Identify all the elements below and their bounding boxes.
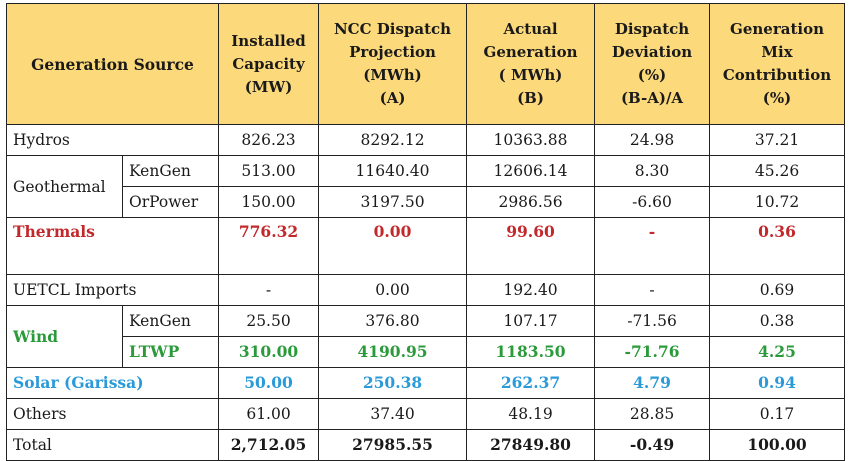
cell-ncc: 37.40: [318, 398, 468, 430]
cell-ncc: 4190.95: [318, 336, 468, 368]
header-line: Projection: [349, 43, 436, 61]
cell-ncc: 3197.50: [318, 186, 468, 218]
row-label: Solar (Garissa): [5, 367, 220, 399]
header-line: Generation: [483, 43, 578, 61]
header-installed-capacity: Installed Capacity (MW): [218, 3, 320, 125]
cell-mix: 45.26: [709, 155, 846, 187]
table-row-hydros: Hydros 826.23 8292.12 10363.88 24.98 37.…: [5, 124, 846, 156]
cell-capacity: 826.23: [218, 124, 320, 156]
header-line: Actual: [503, 20, 558, 38]
header-line: ( MWh): [498, 66, 563, 84]
cell-ncc: 0.00: [318, 217, 468, 275]
header-line: Mix: [761, 43, 793, 61]
cell-deviation: -6.60: [594, 186, 711, 218]
row-label: Others: [5, 398, 220, 430]
cell-ncc: 376.80: [318, 305, 468, 337]
cell-deviation: -: [594, 217, 711, 275]
cell-actual: 262.37: [466, 367, 596, 399]
cell-capacity: 513.00: [218, 155, 320, 187]
cell-capacity: 50.00: [218, 367, 320, 399]
cell-deviation: -71.56: [594, 305, 711, 337]
header-actual-generation: Actual Generation ( MWh) (B): [466, 3, 596, 125]
cell-capacity: 776.32: [218, 217, 320, 275]
header-line: Dispatch: [614, 20, 690, 38]
header-line: (%): [762, 89, 792, 107]
cell-actual: 27849.80: [466, 429, 596, 461]
table-row-wind-ltwp: LTWP 310.00 4190.95 1183.50 -71.76 4.25: [7, 336, 846, 368]
cell-mix: 0.36: [709, 217, 846, 275]
cell-ncc: 0.00: [318, 274, 468, 306]
cell-capacity: 61.00: [218, 398, 320, 430]
cell-capacity: 2,712.05: [218, 429, 320, 461]
header-line: Contribution: [722, 66, 832, 84]
header-line: Generation: [730, 20, 824, 38]
cell-deviation: 28.85: [594, 398, 711, 430]
cell-actual: 2986.56: [466, 186, 596, 218]
table-row-thermals: Thermals 776.32 0.00 99.60 - 0.36: [5, 217, 846, 275]
row-sublabel: OrPower: [121, 186, 220, 218]
cell-capacity: 150.00: [218, 186, 320, 218]
cell-mix: 0.94: [709, 367, 846, 399]
table-row-geothermal-orpower: OrPower 150.00 3197.50 2986.56 -6.60 10.…: [7, 186, 846, 218]
cell-deviation: 4.79: [594, 367, 711, 399]
cell-capacity: 25.50: [218, 305, 320, 337]
header-ncc-dispatch: NCC Dispatch Projection (MWh) (A): [318, 3, 468, 125]
header-line: Installed: [231, 31, 306, 50]
row-label: Total: [5, 429, 220, 461]
table-row-solar: Solar (Garissa) 50.00 250.38 262.37 4.79…: [5, 367, 846, 399]
cell-ncc: 27985.55: [318, 429, 468, 461]
cell-mix: 0.17: [709, 398, 846, 430]
header-line: (B): [517, 89, 544, 107]
cell-actual: 192.40: [466, 274, 596, 306]
row-sublabel: LTWP: [121, 336, 220, 368]
cell-mix: 10.72: [709, 186, 846, 218]
cell-deviation: 24.98: [594, 124, 711, 156]
row-sublabel: KenGen: [121, 155, 220, 187]
cell-deviation: 8.30: [594, 155, 711, 187]
header-line: (%): [637, 66, 667, 84]
cell-mix: 0.69: [709, 274, 846, 306]
cell-actual: 1183.50: [466, 336, 596, 368]
row-group-label: Wind: [6, 305, 123, 368]
cell-actual: 107.17: [466, 305, 596, 337]
row-group-label: Geothermal: [6, 155, 123, 218]
cell-actual: 48.19: [466, 398, 596, 430]
table-row-total: Total 2,712.05 27985.55 27849.80 -0.49 1…: [5, 429, 846, 461]
header-line: (MWh): [363, 66, 422, 84]
header-line: NCC Dispatch: [333, 20, 452, 38]
cell-actual: 10363.88: [466, 124, 596, 156]
cell-ncc: 8292.12: [318, 124, 468, 156]
table-row-geothermal-kengen: Geothermal KenGen 513.00 11640.40 12606.…: [6, 155, 846, 218]
cell-deviation: -: [594, 274, 711, 306]
header-line: Capacity: [232, 54, 305, 73]
header-line: (B-A)/A: [620, 89, 684, 107]
table-row-uetcl-imports: UETCL Imports - 0.00 192.40 - 0.69: [5, 274, 846, 306]
cell-actual: 99.60: [466, 217, 596, 275]
header-generation-source: Generation Source: [5, 3, 220, 125]
row-label: Hydros: [5, 124, 220, 156]
header-dispatch-deviation: Dispatch Deviation (%) (B-A)/A: [594, 3, 711, 125]
row-sublabel: KenGen: [121, 305, 220, 337]
header-line: (A): [379, 89, 406, 107]
cell-deviation: -0.49: [594, 429, 711, 461]
header-row: Generation Source Installed Capacity (MW…: [5, 3, 846, 125]
cell-mix: 4.25: [709, 336, 846, 368]
row-label: Thermals: [5, 217, 220, 275]
generation-table: Generation Source Installed Capacity (MW…: [5, 3, 846, 461]
table-row-wind-kengen: Wind KenGen 25.50 376.80 107.17 -71.56 0…: [6, 305, 846, 368]
header-generation-mix: Generation Mix Contribution (%): [709, 3, 846, 125]
cell-mix: 100.00: [709, 429, 846, 461]
cell-actual: 12606.14: [466, 155, 596, 187]
header-line: Deviation: [611, 43, 693, 61]
cell-ncc: 11640.40: [318, 155, 468, 187]
table-row-others: Others 61.00 37.40 48.19 28.85 0.17: [5, 398, 846, 430]
cell-capacity: 310.00: [218, 336, 320, 368]
header-line: (MW): [244, 77, 293, 96]
cell-ncc: 250.38: [318, 367, 468, 399]
row-label: UETCL Imports: [5, 274, 220, 306]
cell-deviation: -71.76: [594, 336, 711, 368]
cell-mix: 0.38: [709, 305, 846, 337]
cell-mix: 37.21: [709, 124, 846, 156]
cell-capacity: -: [218, 274, 320, 306]
